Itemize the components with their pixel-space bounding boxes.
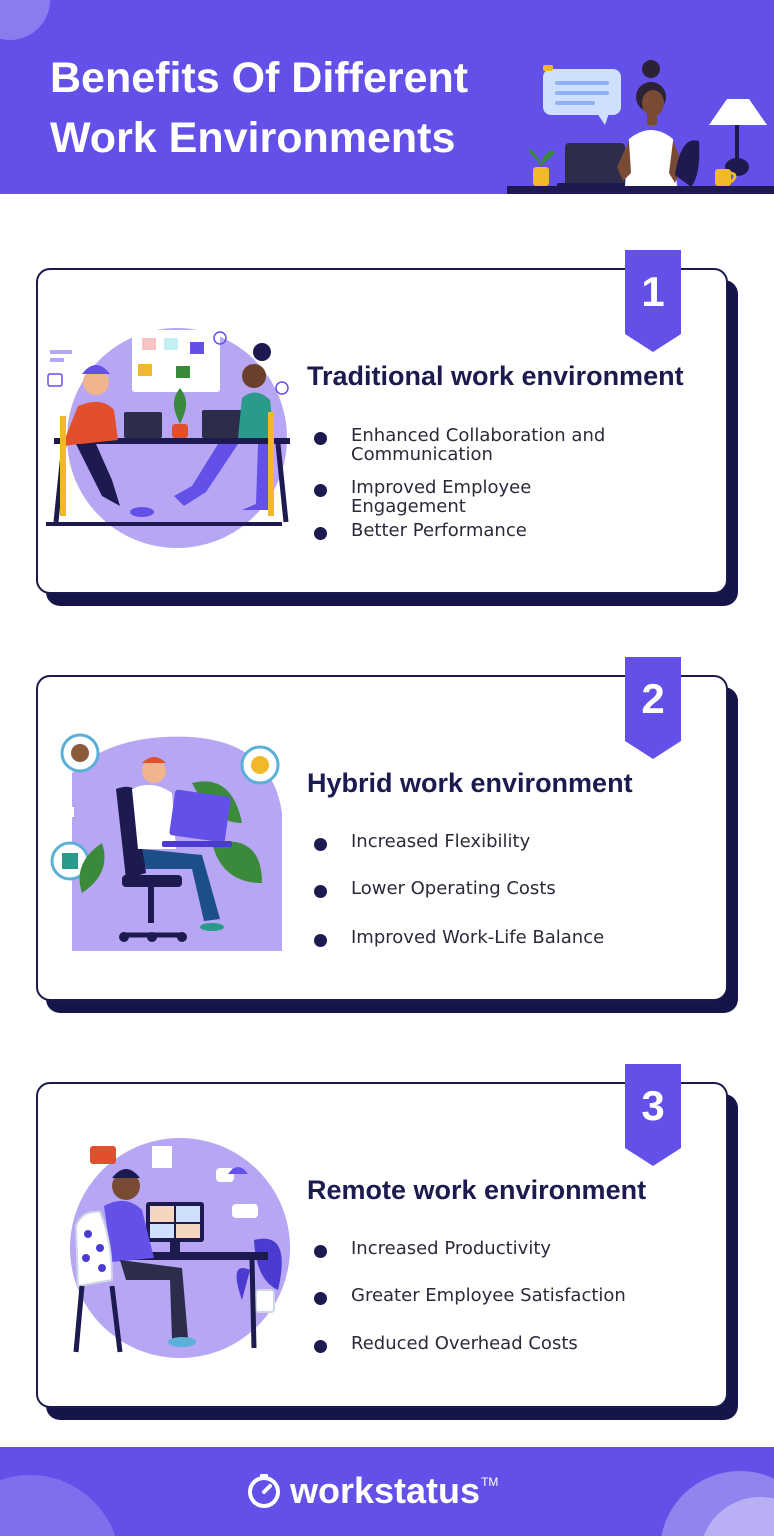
section-number: 1 — [641, 268, 665, 315]
section-title: Hybrid work environment — [307, 768, 633, 798]
bullet-icon — [314, 527, 327, 540]
bullet-icon — [314, 885, 327, 898]
page-title: Benefits Of Different Work Environments — [50, 54, 469, 162]
card-traditional: Traditional work environment Enhanced Co… — [36, 250, 738, 606]
woman-at-laptop-illustration — [507, 60, 774, 194]
benefit-text: Improved Work-Life Balance — [351, 927, 605, 948]
card-body: Traditional work environment Enhanced Co… — [36, 268, 728, 594]
number-badge — [625, 1064, 681, 1166]
section-title: Remote work environment — [307, 1175, 647, 1205]
benefit-text: Enhanced Collaboration and Communication — [351, 425, 606, 465]
bullet-icon — [314, 838, 327, 851]
brand-logo[interactable]: workstatus TM — [246, 1471, 498, 1511]
bullet-icon — [314, 934, 327, 947]
number-badge — [625, 657, 681, 759]
benefit-text: Reduced Overhead Costs — [351, 1333, 578, 1354]
card-hybrid: Hybrid work environment Increased Flexib… — [36, 657, 738, 1013]
remote-video-call-illustration — [70, 1138, 290, 1358]
section-number: 2 — [641, 675, 665, 722]
card-body: Hybrid work environment Increased Flexib… — [36, 675, 728, 1001]
benefit-text: Improved Employee Engagement — [351, 477, 532, 517]
bullet-icon — [314, 484, 327, 497]
benefit-text: Greater Employee Satisfaction — [351, 1285, 626, 1306]
corner-decoration — [0, 0, 50, 40]
bullet-icon — [314, 1292, 327, 1305]
card-body: Remote work environment Increased Produc… — [36, 1082, 728, 1408]
footer-banner: workstatus TM — [0, 1447, 774, 1536]
section-number: 3 — [641, 1082, 665, 1129]
trademark: TM — [481, 1475, 499, 1489]
benefit-text: Increased Productivity — [351, 1238, 552, 1259]
office-team-desk-illustration — [46, 328, 290, 548]
stopwatch-icon — [248, 1474, 280, 1508]
number-badge — [625, 250, 681, 352]
card-remote: Remote work environment Increased Produc… — [36, 1064, 738, 1420]
brand-name: workstatus — [290, 1470, 481, 1511]
bullet-icon — [314, 432, 327, 445]
bullet-icon — [314, 1340, 327, 1353]
header-banner: Benefits Of Different Work Environments — [0, 0, 774, 194]
benefit-text: Lower Operating Costs — [351, 878, 556, 899]
footer-decoration — [0, 1475, 120, 1536]
hybrid-worker-chair-illustration — [50, 733, 282, 951]
bullet-icon — [314, 1245, 327, 1258]
benefit-text: Better Performance — [351, 520, 527, 541]
benefit-text: Increased Flexibility — [351, 831, 531, 852]
section-title: Traditional work environment — [307, 361, 684, 391]
